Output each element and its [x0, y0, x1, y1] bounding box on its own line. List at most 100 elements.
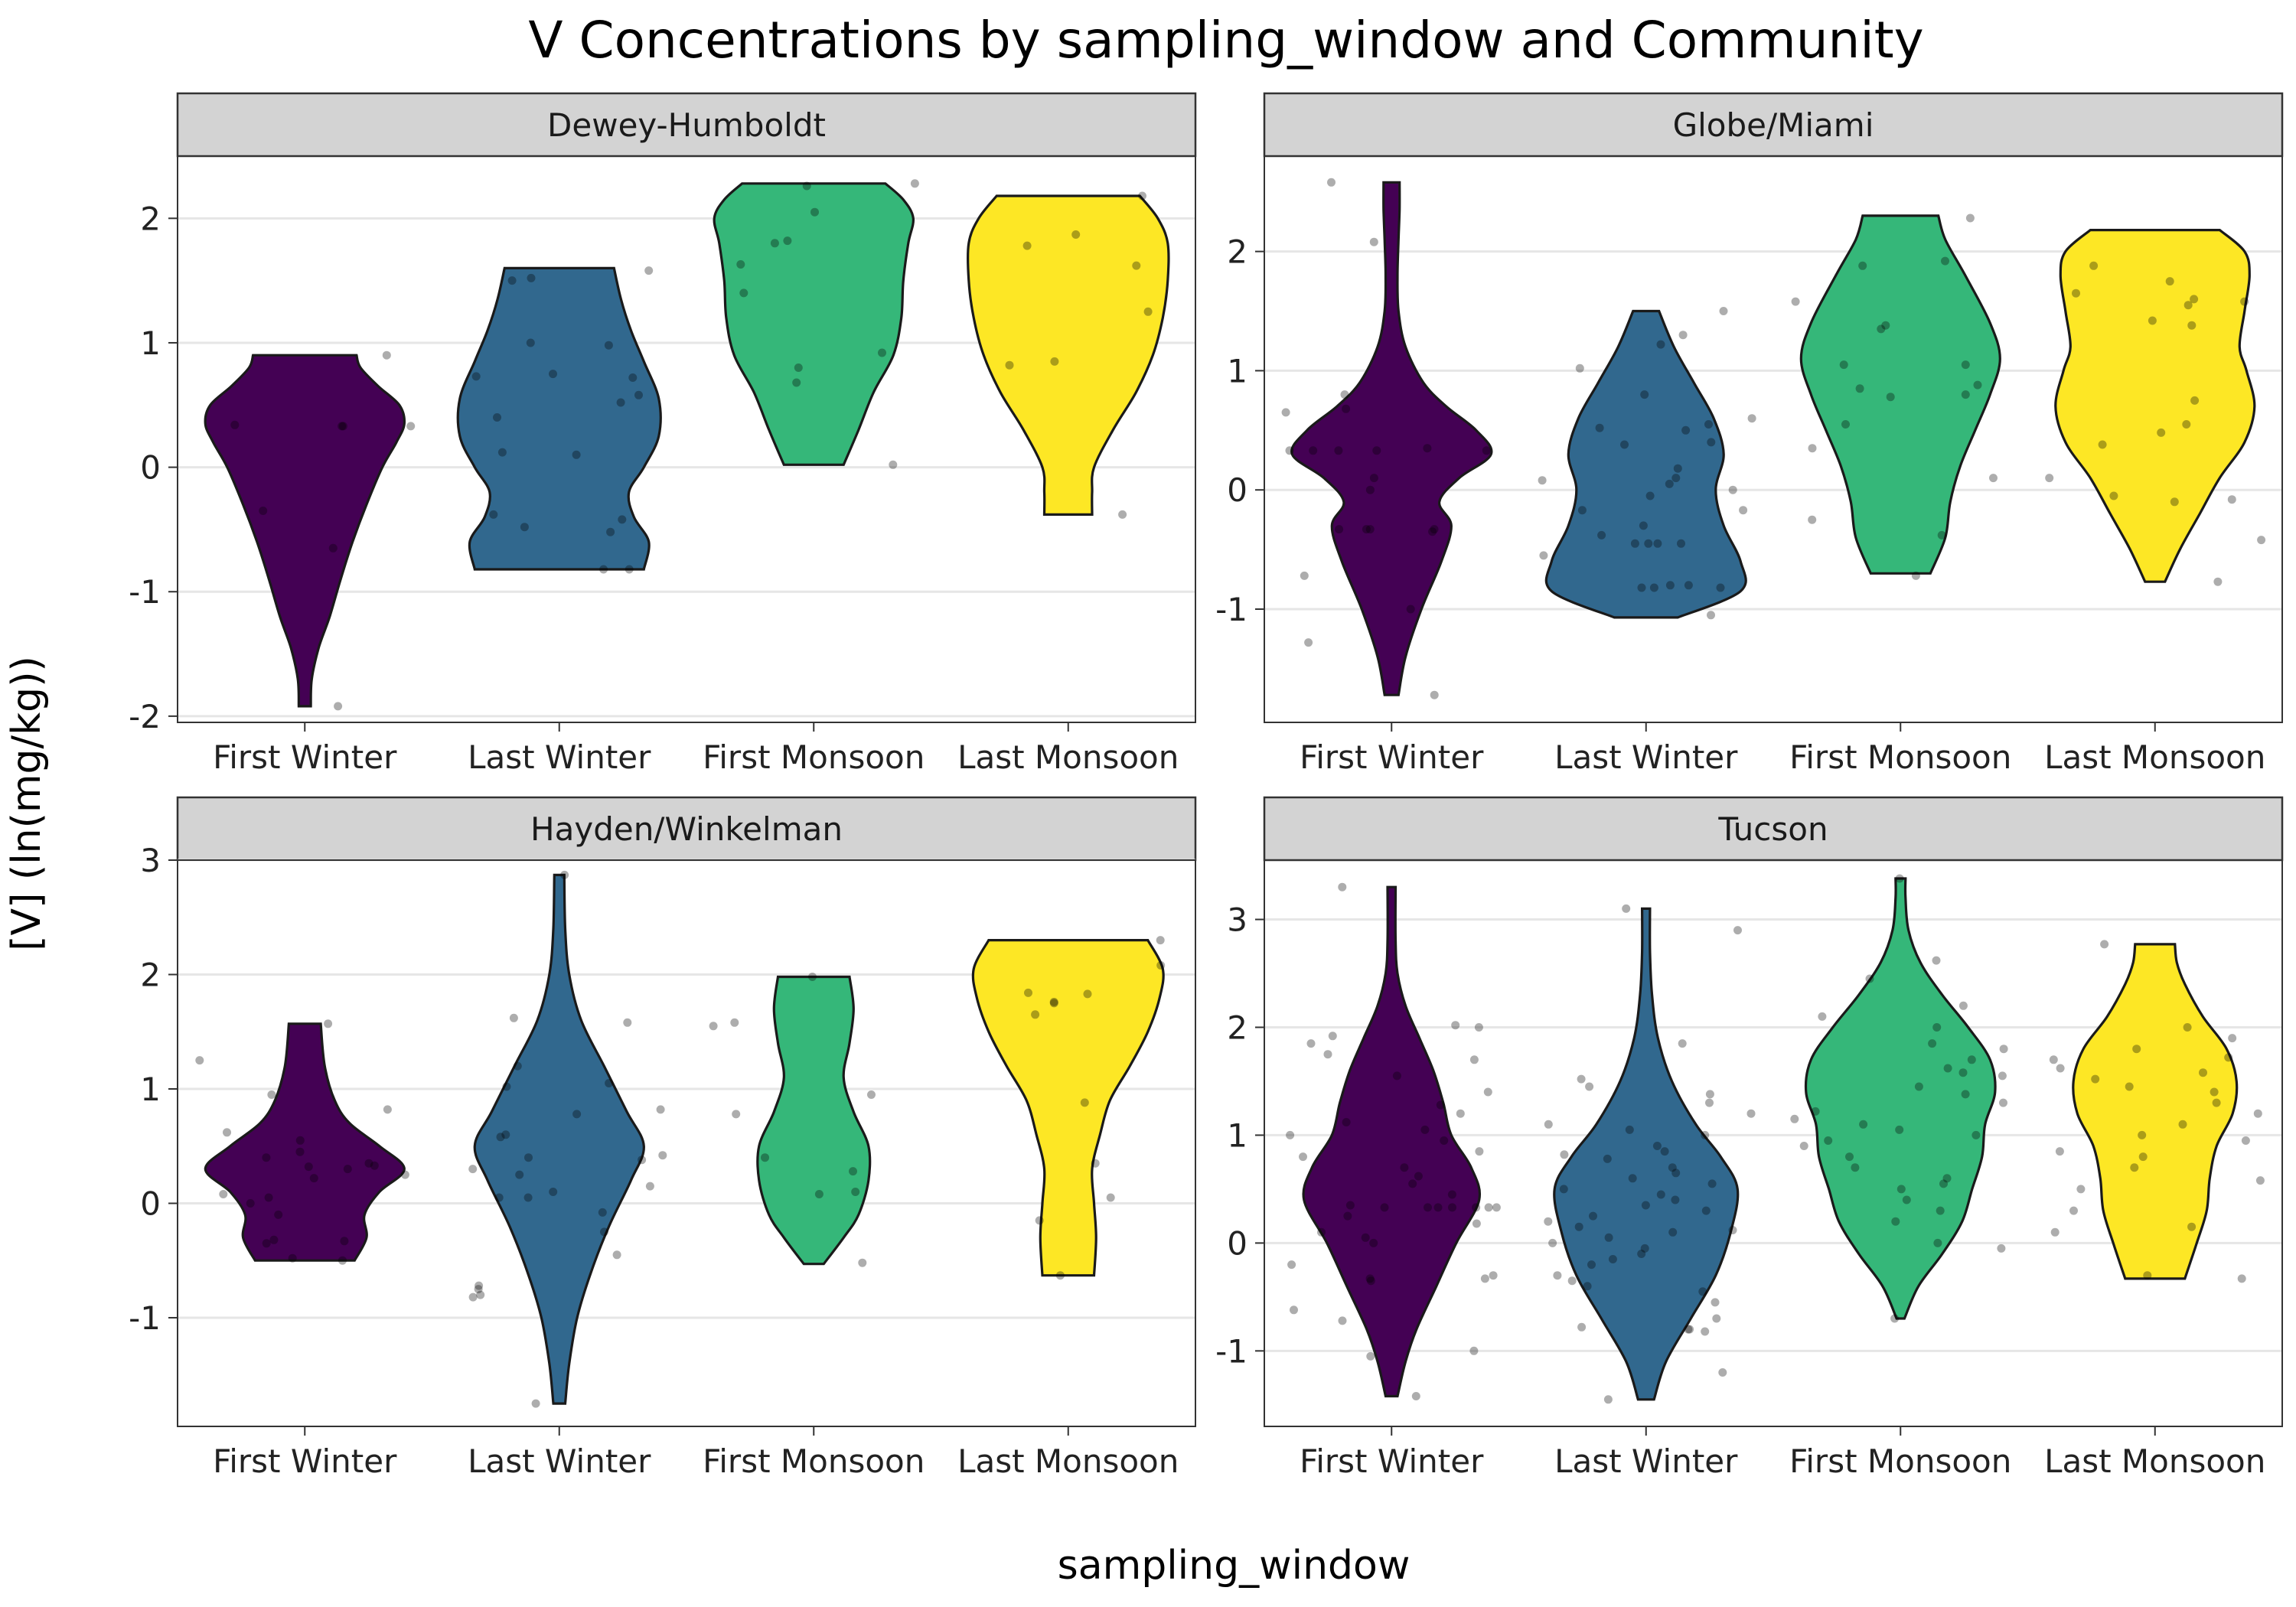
data-point: [1628, 1174, 1637, 1183]
data-point: [1896, 1185, 1906, 1194]
data-point: [1698, 1287, 1707, 1296]
data-point: [1362, 525, 1371, 534]
data-point: [1622, 904, 1631, 913]
data-point: [1022, 241, 1032, 250]
data-point: [1851, 1163, 1860, 1172]
x-tick-label: First Monsoon: [703, 738, 925, 776]
data-point: [1340, 390, 1349, 399]
x-tick-label: Last Monsoon: [957, 738, 1179, 776]
data-point: [1423, 444, 1432, 453]
data-point: [1406, 605, 1415, 614]
data-point: [1143, 307, 1153, 316]
data-point: [1400, 1163, 1409, 1172]
data-point: [1673, 464, 1682, 473]
data-point: [494, 1193, 504, 1202]
data-point: [1447, 1190, 1456, 1199]
facet-label: Dewey-Humboldt: [547, 106, 826, 144]
data-point: [709, 1022, 718, 1031]
data-point: [1937, 530, 1946, 539]
data-point: [295, 1147, 305, 1156]
data-point: [1701, 1206, 1711, 1215]
data-point: [605, 1079, 614, 1087]
y-tick-label: 2: [1227, 1009, 1247, 1046]
data-point: [867, 1090, 876, 1099]
x-tick-label: First Winter: [1300, 1442, 1484, 1480]
data-point: [1050, 357, 1059, 366]
data-point: [1939, 1179, 1948, 1188]
data-point: [1366, 1351, 1375, 1361]
violin-first-monsoon: [713, 182, 915, 466]
data-point: [269, 1235, 279, 1244]
data-point: [910, 179, 919, 188]
data-point: [338, 1256, 347, 1265]
y-tick-label: -1: [1215, 591, 1247, 628]
x-tick-label: Last Winter: [468, 738, 651, 776]
data-point: [2100, 940, 2109, 949]
x-tick-label: First Winter: [1300, 738, 1484, 776]
data-point: [599, 565, 608, 574]
data-point: [1641, 1201, 1650, 1210]
data-point: [1719, 307, 1728, 315]
data-point: [1049, 997, 1058, 1006]
y-tick-label: 1: [1227, 1116, 1247, 1154]
data-point: [1408, 1179, 1417, 1188]
data-point: [288, 1253, 297, 1263]
x-tick-label: Last Winter: [1554, 1442, 1738, 1480]
data-point: [1365, 525, 1375, 534]
violin-last-winter: [473, 873, 645, 1405]
data-point: [1701, 1130, 1710, 1139]
data-point: [1932, 956, 1941, 965]
data-point: [1372, 446, 1381, 455]
data-point: [1317, 1227, 1326, 1237]
data-point: [739, 288, 748, 298]
data-point: [549, 1188, 558, 1196]
y-tick-label: 0: [140, 1185, 161, 1222]
data-point: [794, 363, 803, 372]
data-point: [2050, 1227, 2060, 1237]
data-point: [1475, 1147, 1484, 1156]
data-point: [338, 422, 347, 431]
data-point: [1587, 1260, 1596, 1270]
y-tick-label: 3: [1227, 901, 1247, 939]
data-point: [1858, 261, 1867, 270]
data-point: [1342, 1118, 1351, 1126]
data-point: [1482, 446, 1491, 455]
data-point: [1958, 1068, 1968, 1077]
data-point: [560, 870, 569, 879]
data-point: [858, 1258, 867, 1267]
data-point: [2228, 1034, 2237, 1043]
data-point: [1707, 611, 1715, 620]
violin-first-monsoon: [756, 975, 872, 1266]
data-point: [527, 273, 536, 282]
data-point: [2210, 1087, 2219, 1097]
data-point: [1603, 1154, 1612, 1163]
violin-first-winter: [204, 354, 406, 708]
data-point: [1967, 1055, 1976, 1064]
data-point: [2199, 1068, 2207, 1077]
data-point: [1644, 539, 1653, 548]
data-point: [1625, 1125, 1634, 1134]
data-point: [638, 1156, 647, 1165]
data-point: [1539, 551, 1548, 560]
data-point: [2091, 1074, 2100, 1084]
data-point: [1430, 525, 1439, 534]
data-point: [382, 350, 391, 360]
data-point: [1914, 1082, 1923, 1091]
data-point: [1645, 491, 1655, 500]
data-point: [1365, 1274, 1375, 1283]
data-point: [219, 1190, 228, 1198]
data-point: [2241, 1136, 2250, 1145]
violin-first-monsoon: [1804, 877, 1997, 1320]
data-point: [1637, 1250, 1646, 1258]
data-point: [526, 338, 535, 347]
y-tick-label: -2: [129, 698, 161, 735]
data-point: [1369, 237, 1378, 246]
data-point: [1973, 380, 1982, 390]
data-point: [1677, 539, 1685, 548]
data-point: [1791, 297, 1800, 306]
data-point: [2240, 297, 2249, 306]
data-point: [262, 1239, 271, 1248]
data-point: [1639, 521, 1648, 530]
data-point: [474, 1285, 483, 1294]
